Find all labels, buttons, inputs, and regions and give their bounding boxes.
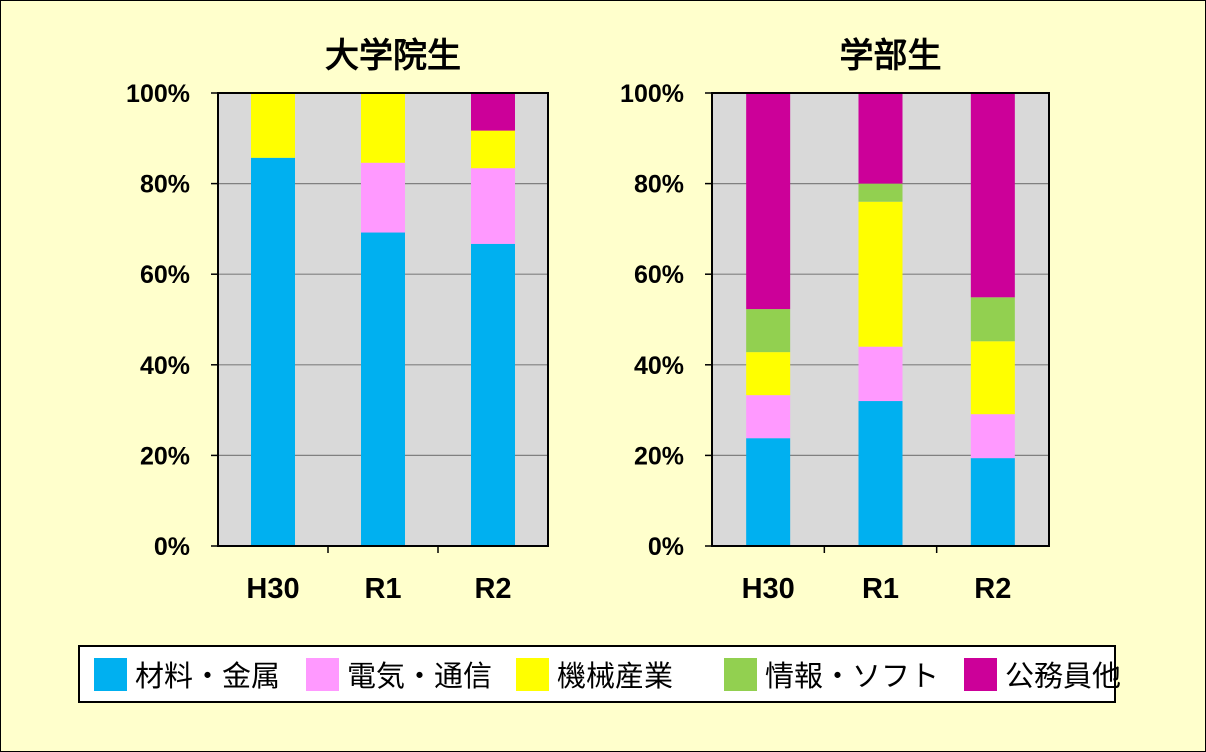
- y-tick-label: 20%: [634, 442, 684, 470]
- bar-segment: [858, 401, 903, 546]
- legend-label: 情報・ソフト: [765, 659, 940, 693]
- legend-label: 公務員他: [1005, 659, 1122, 693]
- legend-item: 情報・ソフト: [724, 653, 964, 695]
- legend-swatch: [724, 657, 757, 691]
- y-tick-label: 40%: [140, 352, 190, 380]
- chart-title: 大学院生: [325, 36, 461, 76]
- bar-segment: [471, 243, 515, 546]
- bar-segment: [361, 232, 405, 547]
- y-tick-label: 40%: [634, 352, 684, 380]
- bar-segment: [746, 93, 791, 310]
- bar-segment: [970, 341, 1015, 415]
- plot-border: [711, 92, 1050, 547]
- bar-segment: [746, 309, 791, 353]
- bar-segment: [970, 93, 1015, 298]
- y-tick-label: 60%: [140, 261, 190, 289]
- legend-item: 材料・金属: [94, 653, 306, 695]
- bar-segment: [970, 414, 1015, 459]
- bar-segment: [858, 183, 903, 202]
- chart-1: 0% 20% 40% 60% 80% 100% H30 R1 R2 大学院生: [126, 36, 549, 605]
- legend-swatch: [964, 657, 997, 691]
- x-category-label: R2: [974, 573, 1011, 605]
- bar-segment: [361, 93, 405, 163]
- legend-swatch: [516, 657, 549, 691]
- y-tick-label: 80%: [634, 171, 684, 199]
- x-category-label: H30: [246, 573, 299, 605]
- x-category-label: R2: [474, 573, 511, 605]
- x-category-label: H30: [742, 573, 795, 605]
- legend-label: 電気・通信: [347, 659, 493, 693]
- bar-segment: [858, 346, 903, 402]
- bar-segment: [858, 93, 903, 184]
- plot-border: [217, 92, 549, 547]
- y-tick-label: 100%: [620, 80, 684, 108]
- legend-label: 材料・金属: [135, 659, 281, 693]
- bar-segment: [746, 395, 791, 439]
- bar-segment: [471, 168, 515, 244]
- legend-item: 機械産業: [516, 653, 724, 695]
- bar-segment: [361, 162, 405, 233]
- bar-segment: [746, 352, 791, 396]
- legend: 材料・金属 電気・通信 機械産業 情報・ソフト 公務員他: [78, 645, 1121, 703]
- bar-segment: [970, 297, 1015, 342]
- chart-2: 0% 20% 40% 60% 80% 100% H30 R1 R2 学部生: [620, 36, 1050, 605]
- y-tick-label: 20%: [140, 442, 190, 470]
- x-category-label: R1: [862, 573, 899, 605]
- bar-segment: [471, 93, 515, 131]
- chart-title: 学部生: [840, 36, 942, 76]
- y-tick-label: 0%: [154, 533, 190, 561]
- legend-label: 機械産業: [557, 659, 674, 693]
- bar-segment: [251, 157, 295, 547]
- bar-segment: [858, 201, 903, 347]
- legend-swatch: [94, 657, 127, 691]
- x-category-label: R1: [364, 573, 401, 605]
- y-tick-label: 60%: [634, 261, 684, 289]
- bar-segment: [471, 130, 515, 169]
- legend-item: 公務員他: [964, 653, 1121, 695]
- bar-segment: [970, 458, 1015, 546]
- bar-segment: [251, 93, 295, 158]
- y-tick-label: 80%: [140, 171, 190, 199]
- legend-item: 電気・通信: [306, 653, 516, 695]
- bar-segment: [746, 438, 791, 546]
- y-tick-label: 0%: [648, 533, 684, 561]
- y-tick-label: 100%: [126, 80, 190, 108]
- legend-swatch: [306, 657, 339, 691]
